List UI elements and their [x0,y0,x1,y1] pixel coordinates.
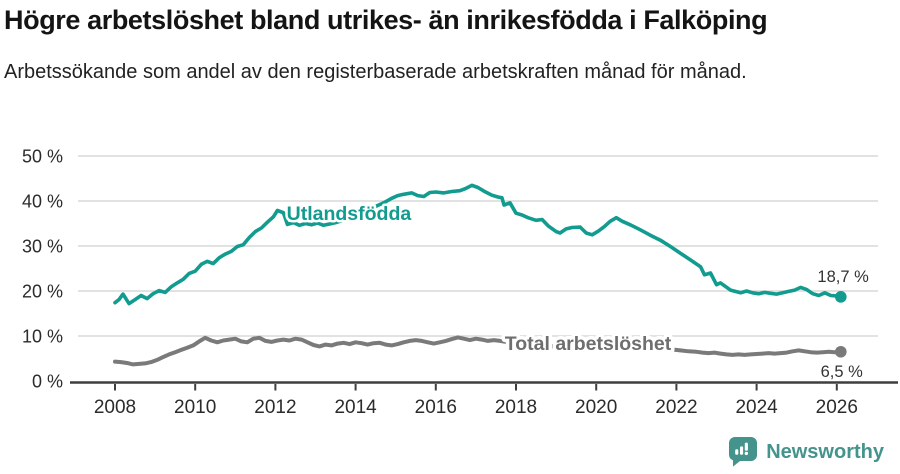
y-tick-label-40: 40 % [22,192,63,212]
x-tick-label-2026: 2026 [816,397,858,418]
end-value-label-utlandsfodda: 18,7 % [817,268,869,286]
end-value-label-total: 6,5 % [821,363,864,381]
y-tick-label-0: 0 % [32,372,63,392]
end-dot-total [835,345,847,358]
end-dot-utlandsfodda [835,291,847,303]
y-tick-label-20: 20 % [22,282,63,302]
x-tick-label-2016: 2016 [415,397,457,418]
bar-chart-speech-bubble-icon [729,437,758,467]
x-tick-label-2010: 2010 [174,397,216,418]
x-tick-label-2022: 2022 [655,397,697,418]
chart-subtitle: Arbetssökande som andel av den registerb… [4,61,747,84]
newsworthy-branding: Newsworthy [729,437,884,467]
y-tick-label-50: 50 % [22,147,63,167]
chart-title: Högre arbetslöshet bland utrikes- än inr… [4,5,768,35]
series-label-utlandsfodda: Utlandsfödda [287,203,412,225]
x-tick-label-2018: 2018 [495,397,537,418]
y-tick-label-30: 30 % [22,237,63,257]
x-tick-label-2014: 2014 [334,397,377,418]
series-line-total [113,335,843,367]
series-label-total: Total arbetslöshet [505,333,672,355]
brand-name: Newsworthy [766,440,884,463]
x-tick-label-2012: 2012 [254,397,296,418]
chart-header: Högre arbetslöshet bland utrikes- än inr… [4,4,900,88]
x-tick-label-2020: 2020 [575,397,617,418]
y-tick-label-10: 10 % [22,327,63,347]
x-tick-label-2024: 2024 [735,397,778,418]
series-line-utlandsfodda [113,183,843,306]
x-tick-label-2008: 2008 [94,397,136,418]
